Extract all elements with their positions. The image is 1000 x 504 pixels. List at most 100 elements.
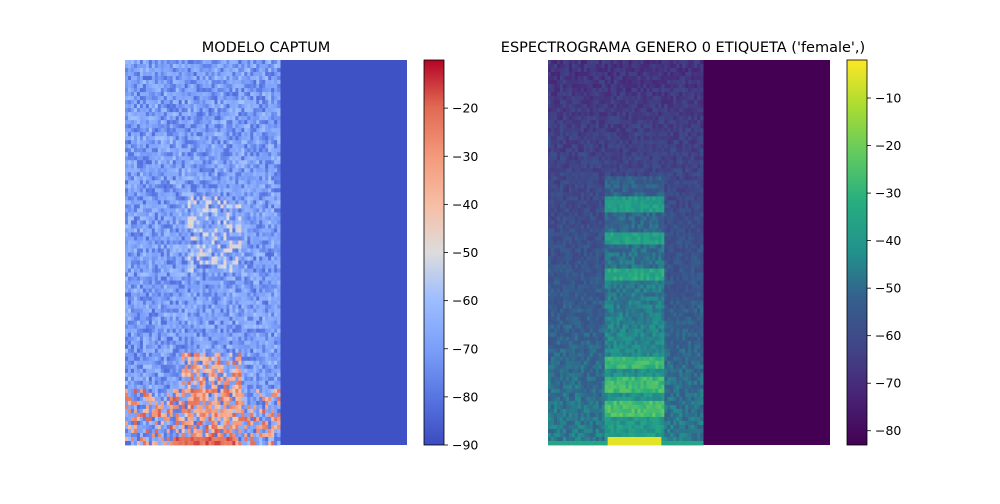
heatmap-cell (151, 340, 156, 346)
heatmap-cell (178, 220, 183, 225)
heatmap-cell (262, 88, 266, 93)
heatmap-cell (145, 344, 150, 350)
heatmap-cell (139, 292, 144, 298)
heatmap-cell (154, 396, 159, 402)
heatmap-cell (199, 64, 203, 69)
heatmap-cell (160, 164, 165, 169)
heatmap-cell (232, 300, 236, 306)
heatmap-cell (151, 268, 156, 273)
heatmap-cell (190, 376, 194, 382)
heatmap-cell (193, 244, 197, 249)
heatmap-cell (148, 216, 153, 221)
heatmap-cell (274, 124, 278, 129)
heatmap-cell (199, 96, 203, 101)
heatmap-cell (196, 196, 200, 201)
heatmap-cell (253, 164, 257, 169)
heatmap-cell (125, 292, 129, 298)
heatmap-cell (214, 404, 218, 410)
heatmap-cell (214, 204, 218, 209)
heatmap-cell (169, 60, 174, 65)
heatmap-cell (220, 284, 224, 289)
heatmap-cell (250, 116, 254, 121)
heatmap-cell (238, 340, 242, 346)
heatmap-cell (175, 432, 180, 438)
heatmap-cell (247, 80, 251, 85)
heatmap-cell (271, 296, 275, 302)
heatmap-cell (250, 388, 254, 394)
heatmap-cell (214, 116, 218, 121)
heatmap-cell (247, 224, 251, 229)
heatmap-cell (229, 108, 233, 113)
heatmap-cell (253, 352, 257, 358)
heatmap-cell (238, 292, 242, 298)
heatmap-cell (214, 180, 218, 185)
heatmap-cell (202, 364, 206, 370)
heatmap-cell (271, 332, 275, 338)
heatmap-cell (238, 332, 242, 338)
heatmap-cell (241, 128, 245, 133)
heatmap-cell (142, 264, 147, 269)
heatmap-cell (196, 428, 200, 434)
heatmap-cell (184, 436, 189, 442)
heatmap-cell (148, 108, 153, 113)
heatmap-cell (145, 120, 150, 125)
heatmap-cell (250, 340, 254, 346)
heatmap-cell (256, 324, 260, 330)
heatmap-cell (262, 144, 266, 149)
heatmap-cell (154, 136, 159, 141)
heatmap-cell (160, 216, 165, 221)
heatmap-cell (199, 392, 203, 398)
heatmap-cell (160, 196, 165, 201)
heatmap-cell (136, 196, 141, 201)
heatmap-cell (181, 440, 186, 446)
heatmap-cell (274, 340, 278, 346)
heatmap-cell (262, 436, 266, 442)
heatmap-cell (190, 344, 194, 350)
heatmap-cell (244, 96, 248, 101)
heatmap-cell (157, 116, 162, 121)
heatmap-cell (199, 240, 203, 245)
heatmap-cell (154, 132, 159, 137)
heatmap-cell (229, 440, 233, 446)
heatmap-cell (229, 64, 233, 69)
heatmap-cell (193, 284, 197, 289)
heatmap-cell (235, 368, 239, 374)
heatmap-cell (274, 96, 278, 101)
heatmap-cell (241, 360, 245, 366)
heatmap-cell (226, 288, 230, 293)
heatmap-cell (163, 80, 168, 85)
heatmap-cell (274, 228, 278, 233)
heatmap-cell (193, 340, 197, 346)
heatmap-cell (262, 108, 266, 113)
heatmap-cell (184, 352, 189, 358)
heatmap-cell (133, 236, 138, 241)
heatmap-cell (211, 420, 215, 426)
heatmap-cell (181, 116, 186, 121)
heatmap-cell (181, 284, 186, 289)
heatmap-cell (247, 412, 251, 418)
heatmap-cell (187, 264, 192, 269)
heatmap-cell (211, 364, 215, 370)
heatmap-cell (184, 300, 189, 306)
heatmap-cell (232, 96, 236, 101)
heatmap-cell (193, 192, 197, 197)
heatmap-cell (172, 192, 177, 197)
heatmap-cell (172, 156, 177, 161)
heatmap-cell (256, 112, 260, 117)
heatmap-cell (205, 264, 209, 269)
heatmap-cell (166, 220, 171, 225)
heatmap-cell (184, 104, 189, 109)
heatmap-cell (160, 104, 165, 109)
heatmap-cell (187, 288, 192, 293)
heatmap-cell (127, 324, 132, 330)
heatmap-cell (271, 92, 275, 97)
heatmap-cell (217, 420, 221, 426)
heatmap-cell (148, 96, 153, 101)
heatmap-cell (145, 348, 150, 354)
heatmap-cell (214, 152, 218, 157)
heatmap-cell (196, 312, 200, 318)
heatmap-cell (211, 288, 215, 293)
heatmap-cell (247, 400, 251, 406)
heatmap-cell (193, 104, 197, 109)
heatmap-cell (154, 404, 159, 410)
